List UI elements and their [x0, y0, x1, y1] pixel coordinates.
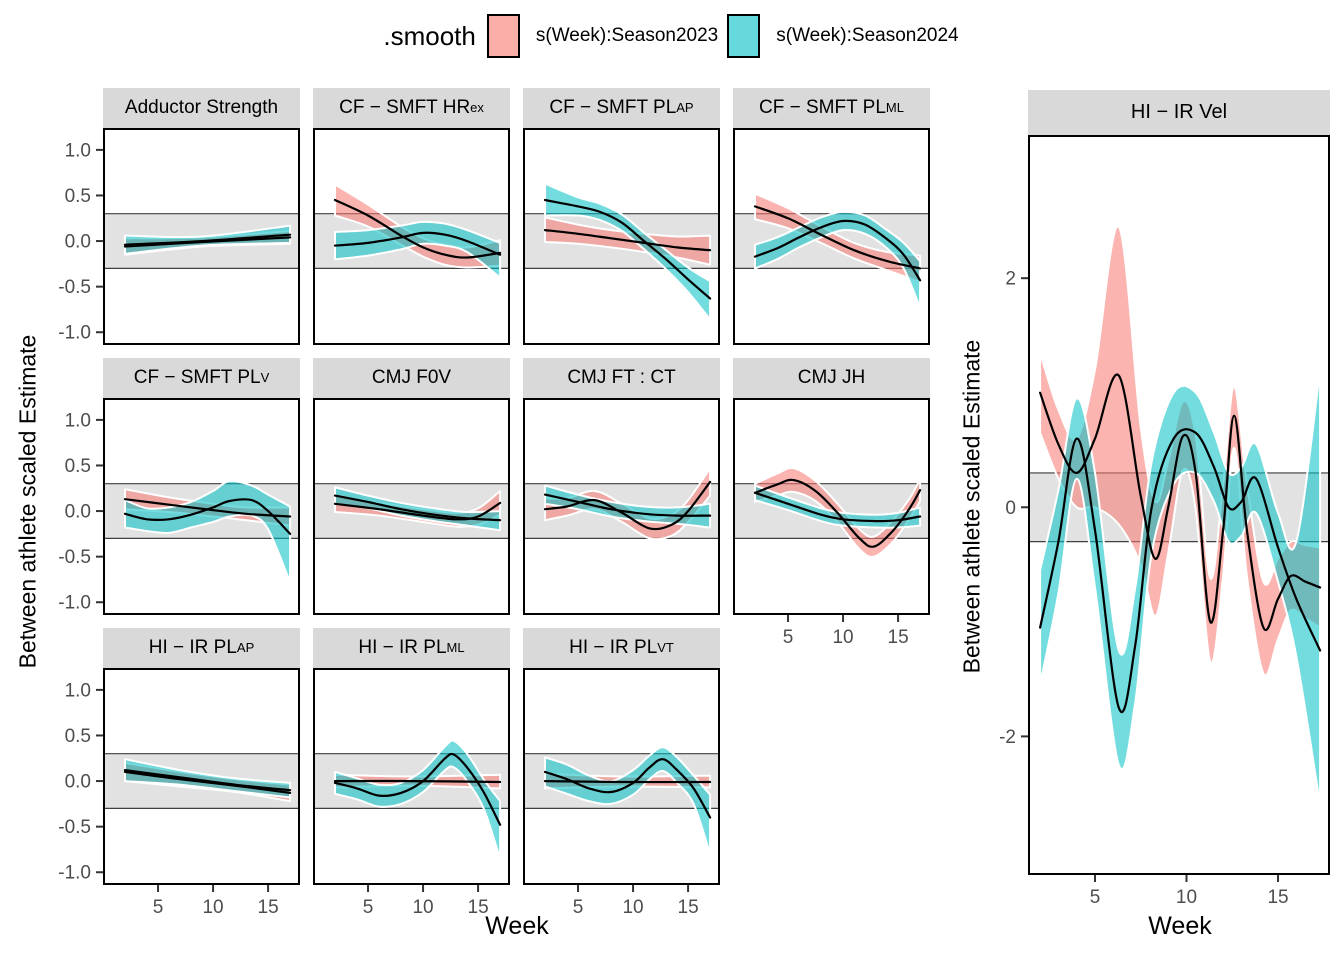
facet-strip-12: HI − IR Vel	[1028, 90, 1330, 135]
x-axis-title-left-grid: Week	[485, 912, 549, 940]
legend-label-season2024: s(Week):Season2024	[776, 25, 959, 46]
svg-text:0: 0	[1005, 498, 1016, 519]
facet-strip-1: Adductor Strength	[103, 88, 300, 128]
panel-plot-9: 1.0 0.5 0.0 -0.5 -1.0 5 10 15	[58, 668, 300, 918]
svg-text:10: 10	[832, 627, 853, 648]
svg-text:-0.5: -0.5	[58, 817, 91, 838]
panel-plot-2	[313, 128, 510, 345]
svg-text:-0.5: -0.5	[58, 547, 91, 568]
svg-text:15: 15	[888, 627, 909, 648]
svg-text:15: 15	[678, 897, 699, 918]
svg-text:-0.5: -0.5	[58, 277, 91, 298]
svg-text:2: 2	[1005, 269, 1016, 290]
panel-plot-4	[733, 128, 930, 345]
y-axis-title-left: Between athlete scaled Estimate	[14, 334, 41, 669]
svg-text:5: 5	[363, 897, 374, 918]
facet-strip-6: CMJ F0V	[313, 358, 510, 398]
facet-strip-11: HI − IR PL VT	[523, 628, 720, 668]
legend-swatch-season2023	[486, 14, 520, 58]
legend-swatch-season2024	[727, 14, 761, 58]
panel-plot-10: 5 10 15	[313, 668, 510, 918]
legend: .smooth s(Week):Season2023 s(Week):Seaso…	[0, 8, 1344, 64]
panel-plot-11: 5 10 15	[523, 668, 720, 918]
svg-text:10: 10	[1176, 887, 1197, 908]
svg-text:0.0: 0.0	[65, 772, 91, 793]
facet-strip-7: CMJ FT : CT	[523, 358, 720, 398]
y-axis-title-right: Between athlete scaled Estimate	[958, 339, 985, 674]
svg-text:0.5: 0.5	[65, 456, 91, 477]
panel-plot-5: 1.0 0.5 0.0 -0.5 -1.0	[58, 398, 300, 615]
svg-text:5: 5	[153, 897, 164, 918]
svg-text:5: 5	[1090, 887, 1101, 908]
panel-plot-12: 2 0 -2 5 10 15	[999, 135, 1330, 908]
legend-title: .smooth	[383, 20, 476, 51]
panel-plot-6	[313, 398, 510, 615]
svg-text:0.5: 0.5	[65, 726, 91, 747]
facet-strip-10: HI − IR PL ML	[313, 628, 510, 668]
facet-strip-2: CF − SMFT HR ex	[313, 88, 510, 128]
facet-strip-5: CF − SMFT PL V	[103, 358, 300, 398]
panel-plot-3	[523, 128, 720, 345]
svg-text:15: 15	[258, 897, 279, 918]
svg-text:5: 5	[783, 627, 794, 648]
facet-strip-9: HI − IR PL AP	[103, 628, 300, 668]
svg-text:-1.0: -1.0	[58, 863, 91, 884]
svg-text:10: 10	[622, 897, 643, 918]
facet-strip-3: CF − SMFT PL AP	[523, 88, 720, 128]
svg-text:15: 15	[1267, 887, 1288, 908]
svg-text:0.0: 0.0	[65, 232, 91, 253]
svg-text:1.0: 1.0	[65, 680, 91, 701]
svg-text:10: 10	[412, 897, 433, 918]
panel-plot-8: 5 10 15	[733, 398, 930, 648]
panel-plot-7	[523, 398, 720, 615]
panel-plot-1: 1.0 0.5 0.0 -0.5 -1.0	[58, 128, 300, 345]
svg-text:0.0: 0.0	[65, 502, 91, 523]
svg-text:-1.0: -1.0	[58, 593, 91, 614]
svg-text:10: 10	[202, 897, 223, 918]
svg-text:-2: -2	[999, 727, 1016, 748]
svg-text:0.5: 0.5	[65, 186, 91, 207]
facet-strip-8: CMJ JH	[733, 358, 930, 398]
x-axis-title-right-panel: Week	[1148, 912, 1212, 940]
legend-label-season2023: s(Week):Season2023	[535, 25, 719, 46]
svg-text:15: 15	[468, 897, 489, 918]
svg-text:-1.0: -1.0	[58, 323, 91, 344]
facet-strip-4: CF − SMFT PL ML	[733, 88, 930, 128]
svg-text:1.0: 1.0	[65, 410, 91, 431]
svg-text:1.0: 1.0	[65, 140, 91, 161]
svg-text:5: 5	[573, 897, 584, 918]
